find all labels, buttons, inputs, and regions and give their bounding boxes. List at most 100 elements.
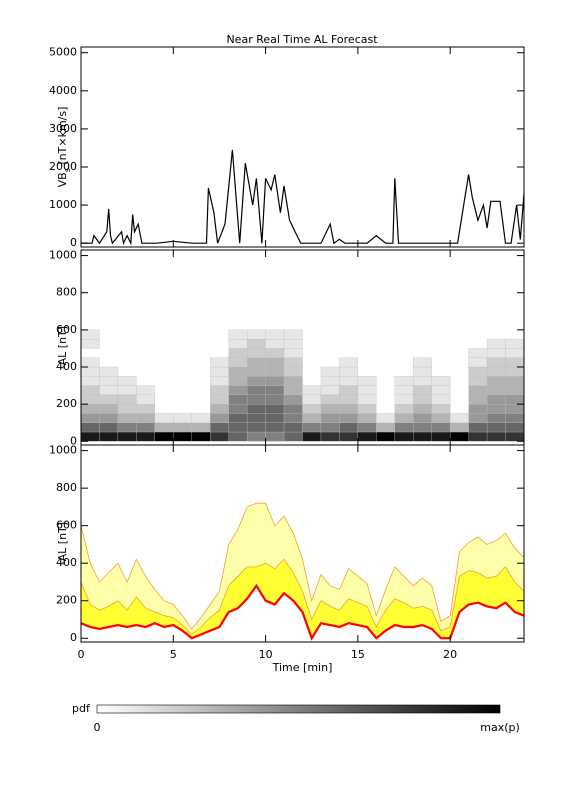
density-cell	[431, 376, 451, 386]
density-cell	[99, 385, 119, 396]
density-cell	[394, 403, 414, 414]
density-cell	[394, 376, 414, 386]
density-cell	[413, 385, 432, 396]
density-cell	[80, 338, 100, 349]
density-cell	[80, 357, 100, 368]
density-cell	[339, 394, 359, 405]
y-tick-label: 4000	[49, 84, 77, 97]
density-cell	[320, 403, 340, 414]
density-cell	[283, 394, 303, 405]
density-cell	[486, 431, 506, 442]
density-cell	[505, 366, 525, 377]
density-cell	[265, 394, 285, 405]
density-cell	[283, 422, 303, 433]
density-cell	[228, 385, 248, 396]
density-cell	[486, 366, 506, 377]
density-cell	[117, 403, 137, 414]
density-cell	[228, 431, 248, 442]
density-cell	[136, 385, 155, 396]
density-cell	[450, 431, 469, 442]
density-cell	[265, 422, 285, 433]
density-cell	[357, 376, 377, 386]
density-cell	[283, 385, 303, 396]
density-cell	[228, 348, 248, 358]
density-cell	[246, 338, 266, 349]
density-cell	[99, 403, 119, 414]
density-cell	[339, 385, 359, 396]
density-cell	[191, 422, 211, 433]
density-cell	[228, 338, 248, 349]
density-cell	[468, 394, 488, 405]
density-cell	[99, 431, 119, 442]
density-cell	[394, 394, 414, 405]
y-tick-label: 600	[56, 519, 77, 532]
density-cell	[283, 357, 303, 368]
density-cell	[320, 413, 340, 423]
density-cell	[173, 431, 192, 442]
density-cell	[80, 403, 100, 414]
density-cell	[450, 413, 469, 423]
density-cell	[265, 385, 285, 396]
density-cell	[283, 366, 303, 377]
density-cell	[283, 329, 303, 340]
y-tick-label: 0	[70, 236, 77, 249]
density-cell	[265, 338, 285, 349]
density-cell	[468, 357, 488, 368]
density-cell	[265, 413, 285, 423]
density-cell	[117, 413, 137, 423]
density-cell	[505, 403, 525, 414]
density-cell	[486, 413, 506, 423]
density-cell	[486, 348, 506, 358]
y-axis-label: -AL [nT]	[56, 522, 69, 565]
density-cell	[154, 431, 174, 442]
density-cell	[320, 431, 340, 442]
density-cell	[468, 385, 488, 396]
y-axis-label-part: VB	[56, 172, 69, 187]
density-cell	[431, 422, 451, 433]
density-cell	[228, 376, 248, 386]
density-cell	[117, 431, 137, 442]
density-cell	[246, 376, 266, 386]
density-cell	[413, 376, 432, 386]
upper-edge	[80, 502, 525, 630]
density-cell	[99, 422, 119, 433]
y-axis-label-part: [nT×km/s]	[56, 107, 69, 169]
density-cell	[339, 403, 359, 414]
density-cell	[265, 329, 285, 340]
density-cell	[302, 394, 322, 405]
density-cell	[376, 431, 395, 442]
density-cell	[320, 366, 340, 377]
density-cell	[413, 413, 432, 423]
density-cell	[99, 366, 119, 377]
density-cell	[283, 403, 303, 414]
density-cell	[339, 413, 359, 423]
density-cell	[302, 403, 322, 414]
density-cell	[210, 376, 229, 386]
density-cell	[228, 394, 248, 405]
density-cell	[339, 431, 359, 442]
colorbar-max: max(p)	[480, 721, 520, 734]
y-tick-label: 1000	[49, 198, 77, 211]
y-tick-label: 800	[56, 481, 77, 494]
density-cell	[394, 431, 414, 442]
density-cell	[228, 357, 248, 368]
density-cell	[210, 431, 229, 442]
density-cell	[136, 394, 155, 405]
density-cell	[505, 431, 525, 442]
y-tick-label: 200	[56, 397, 77, 410]
density-cell	[246, 422, 266, 433]
density-cell	[210, 422, 229, 433]
density-cell	[302, 422, 322, 433]
density-cell	[413, 394, 432, 405]
density-cell	[265, 431, 285, 442]
density-cell	[339, 376, 359, 386]
density-cell	[468, 422, 488, 433]
density-cell	[339, 422, 359, 433]
density-cell	[246, 431, 266, 442]
density-cell	[246, 403, 266, 414]
density-cell	[210, 394, 229, 405]
density-cell	[486, 385, 506, 396]
density-cell	[117, 422, 137, 433]
density-cell	[265, 403, 285, 414]
density-cell	[486, 422, 506, 433]
